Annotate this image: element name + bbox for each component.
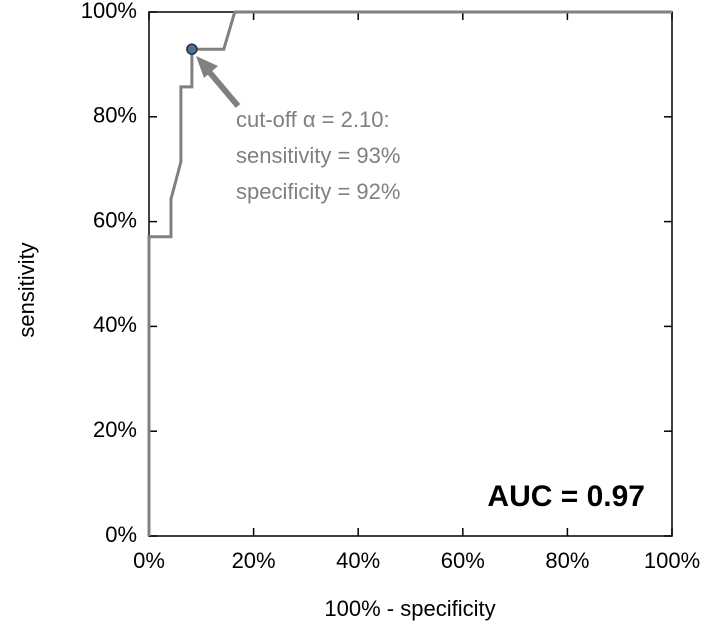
y-tick-label: 60%: [93, 207, 137, 232]
x-tick-label: 0%: [133, 548, 165, 573]
cutoff-point: [186, 43, 198, 55]
x-tick-label: 20%: [232, 548, 276, 573]
y-tick-label: 80%: [93, 103, 137, 128]
y-axis-title: sensitivity: [14, 242, 39, 337]
x-tick-label: 40%: [336, 548, 380, 573]
auc-label: AUC = 0.97: [487, 480, 645, 513]
roc-curve: [147, 10, 672, 536]
annotation-line: sensitivity = 93%: [236, 143, 400, 168]
x-axis-title: 100% - specificity: [324, 596, 495, 621]
x-tick-label: 60%: [441, 548, 485, 573]
x-tick-label: 100%: [644, 548, 700, 573]
x-tick-label: 80%: [545, 548, 589, 573]
y-tick-label: 20%: [93, 417, 137, 442]
y-tick-label: 100%: [81, 0, 137, 23]
y-tick-label: 0%: [105, 522, 137, 547]
arrow-head: [196, 56, 218, 78]
y-tick-label: 40%: [93, 312, 137, 337]
arrow-shaft: [203, 66, 241, 108]
annotation-line: cut-off α = 2.10:: [236, 107, 390, 132]
annotation-line: specificity = 92%: [236, 179, 400, 204]
